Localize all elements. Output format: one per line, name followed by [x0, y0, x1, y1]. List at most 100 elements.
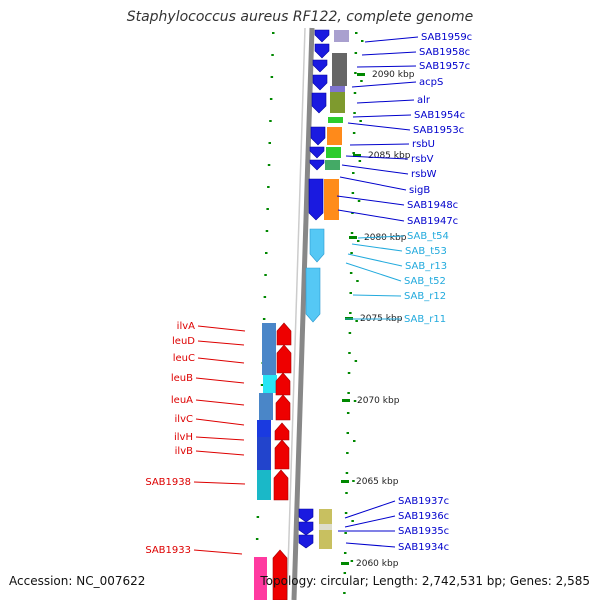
reverse-gene-label: ilvB — [175, 446, 193, 457]
gene-block — [257, 437, 271, 470]
right-track-dash — [343, 552, 347, 554]
right-track-dash — [347, 392, 350, 394]
map-title: Staphylococcus aureus RF122, complete ge… — [126, 9, 474, 25]
leader-line — [341, 164, 409, 175]
gene-arrow — [272, 549, 288, 600]
right-track-dash — [355, 320, 358, 322]
rna-feature-label: SAB_r12 — [404, 291, 446, 302]
reverse-gene-label: leuD — [172, 336, 195, 347]
reverse-gene-label: leuC — [173, 353, 195, 364]
gene-arrow — [275, 394, 291, 421]
gene-block — [254, 557, 267, 600]
gene-block — [263, 375, 277, 393]
forward-gene-label: SAB1947c — [407, 216, 458, 227]
left-track-dash — [256, 516, 260, 518]
tick-mark — [341, 562, 349, 565]
gene-labels: SAB1959c SAB1958c SAB1957c acpS alr SAB1954c S… — [145, 32, 472, 556]
tick-label: 2065 kbp — [356, 477, 399, 487]
gene-arrow — [310, 126, 326, 146]
gene-arrow — [311, 92, 327, 114]
right-track-dash — [357, 200, 361, 202]
gene-arrow — [274, 439, 290, 470]
leader-line — [351, 81, 417, 88]
leader-line — [356, 65, 417, 68]
forward-gene-label: SAB1948c — [407, 200, 458, 211]
forward-gene-label: rsbW — [411, 169, 437, 180]
gene-block — [257, 470, 271, 500]
left-track-dash — [272, 32, 275, 34]
forward-gene-label: SAB1958c — [419, 47, 470, 58]
right-track-dash — [359, 120, 362, 122]
gene-block — [324, 179, 339, 220]
right-track-dash — [350, 232, 354, 234]
gene-block — [334, 30, 349, 42]
gene-block — [259, 393, 273, 420]
leader-line — [339, 176, 407, 191]
right-track-dash — [349, 312, 352, 314]
gene-block — [330, 86, 345, 92]
rna-feature-label: SAB_t52 — [404, 276, 446, 287]
leader-line — [197, 325, 246, 332]
tick-mark — [342, 399, 350, 402]
leader-line — [193, 549, 243, 555]
lower-gene-label: SAB1935c — [398, 526, 449, 537]
left-track-dash — [267, 186, 270, 188]
right-track-dash — [354, 52, 358, 54]
left-track-dash — [265, 230, 269, 232]
right-track-dash — [355, 32, 358, 34]
right-track-dash — [346, 432, 350, 434]
gene-arrow — [312, 74, 328, 91]
right-track-dash — [356, 280, 359, 282]
topology-label: Topology: circular; Length: 2,742,531 bp… — [260, 574, 590, 588]
gene-block — [325, 160, 340, 170]
gene-arrow — [308, 178, 324, 221]
leader-line — [345, 542, 396, 548]
right-track-dash — [352, 132, 356, 134]
tick-mark — [341, 480, 349, 483]
track-dashes — [254, 32, 364, 594]
forward-gene-label: sigB — [409, 185, 430, 196]
right-track-dash — [352, 480, 355, 482]
rna-feature — [309, 228, 325, 263]
gene-arrow — [276, 322, 292, 346]
right-track-dash — [348, 352, 351, 354]
right-track-dash — [351, 520, 354, 522]
right-track-dash — [345, 492, 348, 494]
right-track-dash — [358, 160, 362, 162]
right-track-dash — [353, 400, 357, 402]
forward-gene-label: rsbV — [411, 154, 434, 165]
right-track-dash — [343, 592, 346, 594]
leader-line — [345, 262, 402, 282]
tick-label: 2070 kbp — [357, 396, 400, 406]
leader-line — [361, 51, 417, 56]
leader-line — [364, 36, 419, 43]
gene-block — [257, 420, 271, 437]
leader-line — [347, 253, 403, 267]
left-track-dash — [266, 208, 269, 210]
right-track-dash — [354, 360, 358, 362]
right-track-dash — [354, 72, 357, 74]
gene-block — [326, 147, 341, 158]
leader-line — [195, 377, 245, 384]
reverse-gene-label: leuB — [171, 373, 193, 384]
right-track-dash — [350, 560, 354, 562]
right-track-dash — [349, 272, 353, 274]
forward-gene-label: acpS — [419, 77, 443, 88]
leader-line — [352, 294, 402, 297]
backbone-shadow-line — [286, 27, 306, 600]
right-track-dash — [345, 472, 349, 474]
rna-feature-label: SAB_t53 — [405, 246, 447, 257]
leader-line — [195, 450, 245, 456]
forward-gene-label: alr — [417, 95, 431, 106]
right-track-dash — [346, 412, 350, 414]
tick-label: 2060 kbp — [356, 559, 399, 569]
forward-gene-label: SAB1954c — [414, 110, 465, 121]
right-track-dash — [353, 440, 356, 442]
gene-block — [328, 117, 343, 123]
leader-line — [195, 399, 245, 406]
leader-line — [193, 481, 246, 485]
right-track-dash — [353, 112, 356, 114]
right-track-dash — [353, 92, 357, 94]
right-track-dash — [357, 240, 360, 242]
leader-line — [197, 357, 245, 364]
